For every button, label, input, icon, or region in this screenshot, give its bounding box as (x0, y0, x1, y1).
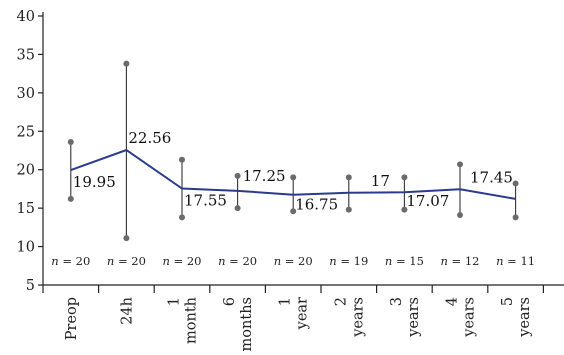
sample-size-label: n = 20 (162, 254, 201, 268)
y-tick-label: 25 (17, 124, 35, 140)
x-axis-categories: Preop 24h 1 month 6 months 1 year 2 years 3 years 4 y… (42, 285, 545, 351)
error-bar-lower-cap (457, 212, 463, 219)
data-label: 17.07 (406, 192, 449, 210)
x-category-label: 6 (222, 297, 238, 306)
data-label: 17.45 (470, 168, 513, 186)
y-tick-label: 35 (17, 47, 35, 63)
error-bar-upper-cap (67, 139, 74, 146)
data-label: 17.25 (243, 167, 286, 185)
error-bar-upper-cap (123, 60, 130, 67)
error-bar-lower-cap (67, 195, 74, 202)
error-bar-upper-cap (457, 161, 463, 168)
x-category-label: 24h (119, 297, 135, 325)
x-category-label: years (517, 297, 533, 338)
x-category-label: 5 (500, 297, 516, 306)
x-category-label: years (350, 297, 366, 338)
data-label: 22.56 (128, 129, 171, 147)
sample-size-label: n = 20 (107, 254, 146, 268)
error-bar-lower-cap (123, 235, 130, 242)
y-tick-label: 15 (17, 201, 35, 217)
sample-size-label: n = 19 (329, 254, 368, 268)
x-category-label: months (239, 297, 255, 351)
error-bar-upper-cap (290, 174, 297, 181)
error-bar-lower-cap (345, 206, 352, 213)
error-bar-lower-cap (401, 206, 408, 213)
x-category-label: Preop (64, 297, 80, 340)
data-labels: 19.95 22.56 17.55 17.25 16.75 17 17.07 17.45 (73, 129, 513, 214)
error-bar-lower-cap (179, 214, 185, 221)
x-category-label: years (462, 297, 478, 338)
x-category-label: years (406, 297, 422, 338)
data-label: 17.55 (184, 192, 227, 210)
series-line (70, 148, 516, 200)
error-bar-upper-cap (512, 180, 519, 187)
data-label: 16.75 (295, 196, 338, 214)
y-tick-label: 40 (17, 9, 35, 25)
error-bar-upper-cap (179, 156, 185, 163)
sample-size-label: n = 12 (440, 254, 479, 268)
y-tick-label: 30 (17, 86, 35, 102)
x-category-label: 1 (278, 297, 294, 306)
chart-axes (42, 12, 564, 286)
x-category-label: 1 (167, 297, 183, 306)
error-bar-lower-cap (290, 208, 297, 215)
y-tick-label: 20 (17, 163, 35, 179)
x-category-label: month (184, 297, 200, 344)
data-label: 19.95 (73, 173, 116, 191)
y-tick-label: 5 (26, 278, 35, 294)
error-bar-upper-cap (234, 172, 241, 179)
x-category-label: 4 (445, 297, 461, 306)
data-label: 17 (371, 172, 390, 190)
error-bar-lower-cap (234, 205, 241, 212)
sample-size-label: n = 20 (51, 254, 90, 268)
x-category-label: 2 (333, 297, 349, 306)
sample-size-labels: n = 20 n = 20 n = 20 n = 20 n = 20 n = 19 n = … (51, 254, 535, 268)
error-bar-upper-cap (401, 174, 408, 181)
mean-line (70, 148, 516, 200)
x-category-label: year (295, 297, 311, 330)
sample-size-label: n = 20 (274, 254, 313, 268)
error-bars (67, 60, 519, 242)
error-bar-lower-cap (512, 214, 519, 221)
sample-size-label: n = 15 (385, 254, 424, 268)
x-category-label: 3 (389, 297, 405, 306)
sample-size-label: n = 20 (218, 254, 257, 268)
error-bar-upper-cap (345, 174, 352, 181)
y-axis-ticks: 5 10 15 20 25 30 35 40 (17, 9, 43, 294)
y-tick-label: 10 (17, 240, 35, 256)
sample-size-label: n = 11 (496, 254, 535, 268)
